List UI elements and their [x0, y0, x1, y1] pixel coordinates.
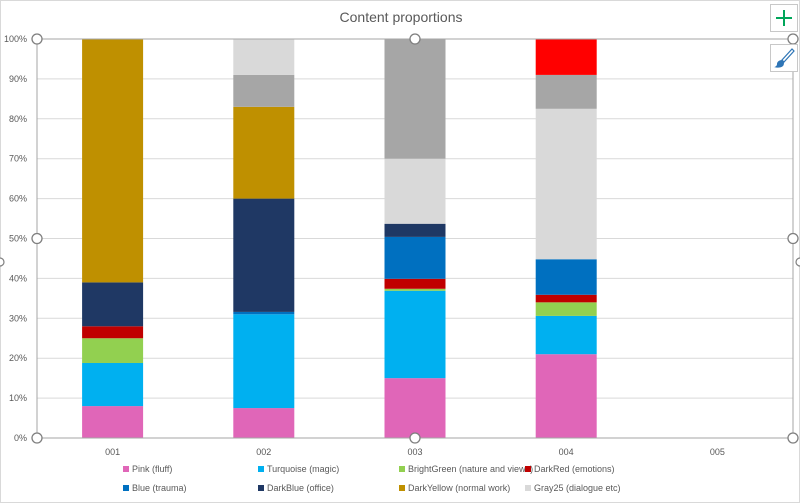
- bar-segment[interactable]: [233, 74, 295, 107]
- y-tick-label: 70%: [9, 154, 27, 164]
- legend-label: Blue (trauma): [132, 483, 187, 493]
- bar-segment[interactable]: [233, 311, 295, 315]
- legend-swatch: [123, 466, 129, 472]
- y-axis-labels: 0% 10% 20% 30% 40% 50% 60% 70% 80% 90% 100%: [4, 34, 27, 443]
- legend-label: Pink (fluff): [132, 464, 172, 474]
- resize-handle[interactable]: [409, 432, 421, 444]
- x-tick-label: 005: [710, 447, 725, 457]
- bar-segment[interactable]: [535, 108, 597, 260]
- legend-swatch: [399, 485, 405, 491]
- bar-segment[interactable]: [384, 39, 446, 159]
- legend-swatch: [258, 485, 264, 491]
- bars: [82, 39, 597, 438]
- resize-handle[interactable]: [31, 33, 43, 45]
- paintbrush-icon: [774, 48, 795, 68]
- bar-segment[interactable]: [384, 278, 446, 289]
- bar-segment[interactable]: [535, 39, 597, 75]
- legend-label: Gray25 (dialogue etc): [534, 483, 621, 493]
- bar-segment[interactable]: [535, 302, 597, 316]
- legend-swatch: [525, 485, 531, 491]
- bar-segment[interactable]: [384, 290, 446, 379]
- legend-swatch: [258, 466, 264, 472]
- y-tick-label: 10%: [9, 393, 27, 403]
- bar-segment[interactable]: [82, 282, 144, 327]
- bar-segment[interactable]: [82, 338, 144, 363]
- bar-segment[interactable]: [384, 236, 446, 279]
- chart-styles-button[interactable]: [770, 44, 798, 72]
- plot-area-selection[interactable]: [0, 33, 800, 444]
- bar-segment[interactable]: [233, 106, 295, 199]
- bar-segment[interactable]: [384, 288, 446, 291]
- chart-resize-handle[interactable]: [0, 257, 5, 267]
- legend-label: DarkYellow (normal work): [408, 483, 510, 493]
- plus-icon: [776, 10, 792, 26]
- resize-handle[interactable]: [787, 33, 799, 45]
- y-tick-label: 100%: [4, 34, 27, 44]
- legend-swatch: [399, 466, 405, 472]
- y-tick-label: 60%: [9, 194, 27, 204]
- y-tick-label: 40%: [9, 273, 27, 283]
- x-axis-labels: 001 002 003 004 005: [105, 447, 725, 457]
- bar-segment[interactable]: [384, 378, 446, 438]
- resize-handle[interactable]: [787, 232, 799, 245]
- legend-label: Turquoise (magic): [267, 464, 339, 474]
- bar-segment[interactable]: [384, 223, 446, 237]
- bar-segment[interactable]: [82, 326, 144, 339]
- y-tick-label: 0%: [14, 433, 27, 443]
- x-tick-label: 003: [407, 447, 422, 457]
- resize-handle[interactable]: [787, 432, 799, 444]
- bar-segment[interactable]: [233, 39, 295, 75]
- chart-title: Content proportions: [340, 9, 463, 25]
- bar-segment[interactable]: [82, 362, 144, 407]
- legend-label: BrightGreen (nature and views): [408, 464, 533, 474]
- bar-segment[interactable]: [233, 314, 295, 409]
- resize-handle[interactable]: [31, 232, 43, 245]
- legend-label: DarkRed (emotions): [534, 464, 615, 474]
- bar-segment[interactable]: [535, 315, 597, 355]
- y-tick-label: 30%: [9, 313, 27, 323]
- y-tick-label: 90%: [9, 74, 27, 84]
- legend: Pink (fluff) Turquoise (magic) BrightGreen…: [123, 464, 621, 493]
- x-tick-label: 002: [256, 447, 271, 457]
- legend-swatch: [525, 466, 531, 472]
- chart-elements-button[interactable]: [770, 4, 798, 32]
- bar-segment[interactable]: [82, 39, 144, 283]
- y-tick-label: 20%: [9, 353, 27, 363]
- bar-segment[interactable]: [82, 406, 144, 438]
- bar-segment[interactable]: [535, 259, 597, 295]
- x-tick-label: 004: [559, 447, 574, 457]
- legend-label: DarkBlue (office): [267, 483, 334, 493]
- x-tick-label: 001: [105, 447, 120, 457]
- bar-segment[interactable]: [233, 408, 295, 438]
- resize-handle[interactable]: [31, 432, 43, 444]
- y-tick-label: 50%: [9, 234, 27, 244]
- y-tick-label: 80%: [9, 114, 27, 124]
- resize-handle[interactable]: [409, 33, 421, 45]
- bar-segment[interactable]: [535, 74, 597, 109]
- bar-segment[interactable]: [535, 354, 597, 438]
- bar-segment[interactable]: [535, 294, 597, 303]
- bar-segment[interactable]: [233, 198, 295, 312]
- bar-segment[interactable]: [384, 158, 446, 224]
- chart-resize-handle[interactable]: [795, 257, 800, 267]
- legend-swatch: [123, 485, 129, 491]
